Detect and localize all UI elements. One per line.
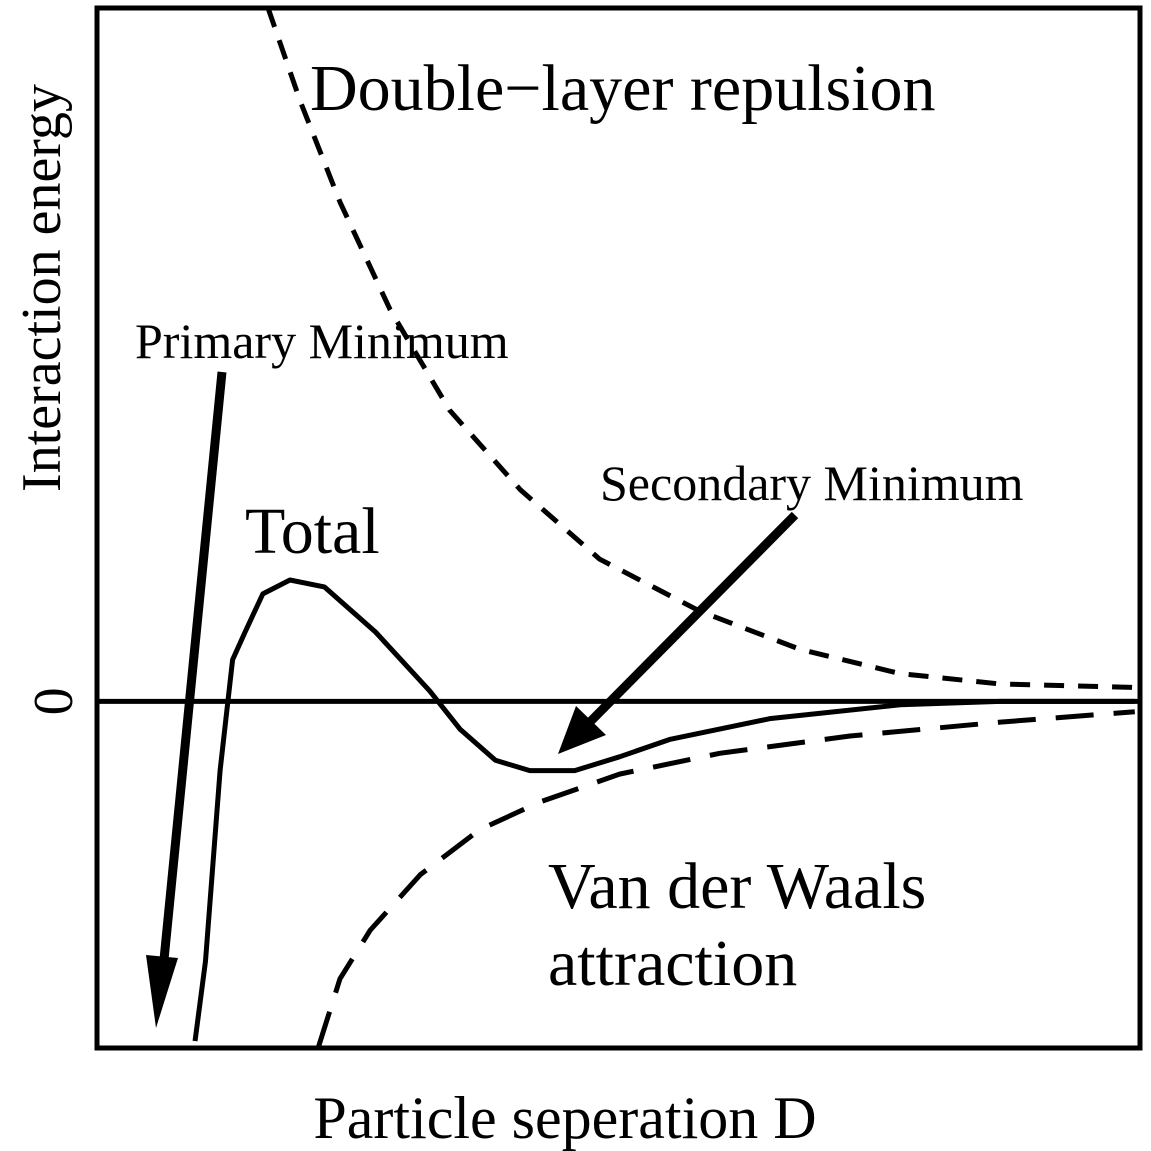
curve	[192, 577, 1135, 1042]
plot-frame	[94, 5, 1143, 1051]
annotation: Primary Minimum	[135, 313, 509, 369]
annotation: Van der Waals	[548, 850, 926, 923]
plot-area	[97, 8, 1140, 1048]
annotation: Double−layer repulsion	[310, 52, 936, 125]
curve	[265, 8, 1135, 690]
annotation: Total	[245, 495, 380, 568]
annotation: attraction	[548, 927, 797, 1000]
annotation: Secondary Minimum	[600, 455, 1024, 511]
x-axis-label: Particle seperation D	[313, 1085, 816, 1151]
y-tick-label: 0	[23, 687, 85, 715]
y-axis-label: Interaction energy	[11, 84, 73, 492]
primary-arrow	[146, 371, 227, 1028]
curve	[315, 709, 1135, 1048]
secondary-arrow	[558, 511, 799, 754]
